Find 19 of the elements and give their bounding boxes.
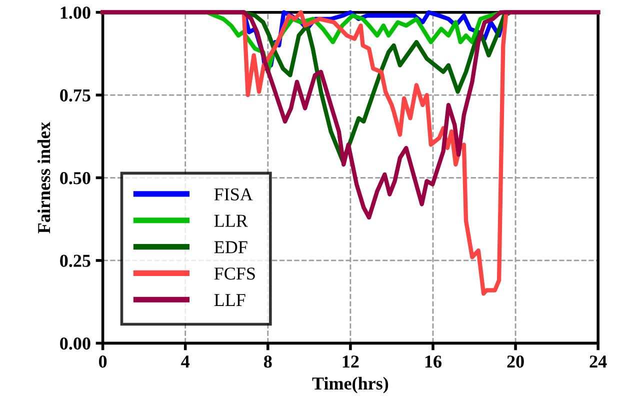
x-tick-label: 20 [507,356,524,368]
y-axis-title: Fairness index [37,122,50,234]
x-axis-title: Time(hrs) [312,376,388,394]
y-tick-label: 1.00 [60,6,90,19]
y-tick-label: 0.50 [60,172,90,184]
x-tick-label: 24 [590,356,607,368]
y-tick-label: 0.00 [60,337,90,350]
y-tick-label: 0.25 [60,254,90,267]
legend-label: FISA [214,188,253,200]
y-tick-label: 0.75 [60,89,90,102]
x-tick-label: 12 [342,356,359,368]
legend-label: LLR [214,214,248,227]
legend-label: LLF [214,294,246,306]
legend-label: FCFS [214,268,255,280]
x-tick-label: 4 [181,356,190,368]
legend-label: EDF [214,241,248,254]
x-tick-label: 0 [98,356,107,368]
x-tick-label: 8 [264,356,272,368]
x-tick-label: 16 [425,356,442,368]
